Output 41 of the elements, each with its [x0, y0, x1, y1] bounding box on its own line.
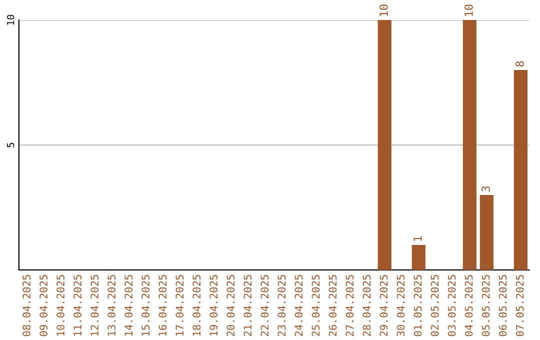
x-tick-label: 26.04.2025 — [328, 274, 337, 336]
x-tick-label: 06.05.2025 — [498, 274, 507, 336]
x-tick-label: 18.04.2025 — [192, 274, 201, 336]
x-tick-label: 24.04.2025 — [294, 274, 303, 336]
x-tick-label: 14.04.2025 — [124, 274, 133, 336]
x-tick-label: 05.05.2025 — [482, 274, 490, 336]
x-tick-label: 28.04.2025 — [362, 274, 371, 336]
x-tick-label: 13.04.2025 — [108, 274, 116, 336]
x-tick-label: 12.04.2025 — [90, 274, 98, 336]
data-label: 10 — [464, 4, 473, 16]
bar — [412, 244, 426, 270]
x-tick-label: 09.04.2025 — [40, 274, 48, 336]
x-tick-label: 07.05.2025 — [516, 274, 524, 336]
x-tick-label: 04.05.2025 — [464, 274, 473, 336]
x-tick-label: 25.04.2025 — [312, 274, 320, 336]
y-tick-label: 5 — [7, 142, 14, 148]
x-tick-label: 29.04.2025 — [380, 274, 388, 336]
x-tick-label: 11.04.2025 — [74, 274, 82, 336]
x-tick-label: 22.04.2025 — [260, 274, 269, 336]
x-tick-label: 08.04.2025 — [22, 274, 30, 336]
x-tick-label: 10.04.2025 — [56, 274, 64, 336]
x-tick-label: 23.04.2025 — [278, 274, 286, 336]
x-tick-label: 27.04.2025 — [346, 274, 354, 336]
x-tick-label: 16.04.2025 — [158, 274, 167, 336]
data-label: 3 — [482, 186, 490, 192]
x-tick-label: 01.05.2025 — [414, 274, 422, 336]
bar — [480, 194, 494, 270]
data-label: 8 — [516, 61, 524, 67]
bar — [378, 20, 392, 270]
data-label: 10 — [379, 4, 388, 16]
bar — [514, 70, 528, 270]
x-tick-label: 17.04.2025 — [176, 274, 184, 336]
x-tick-label: 30.04.2025 — [396, 274, 405, 336]
x-tick-label: 21.04.2025 — [244, 274, 252, 336]
bar — [462, 20, 476, 270]
x-tick-label: 15.04.2025 — [142, 274, 150, 336]
x-tick-label: 02.05.2025 — [430, 274, 439, 336]
x-tick-label: 19.04.2025 — [210, 274, 218, 336]
x-tick-label: 20.04.2025 — [226, 274, 235, 336]
x-tick-label: 03.05.2025 — [448, 274, 456, 336]
data-label: 1 — [414, 236, 422, 241]
